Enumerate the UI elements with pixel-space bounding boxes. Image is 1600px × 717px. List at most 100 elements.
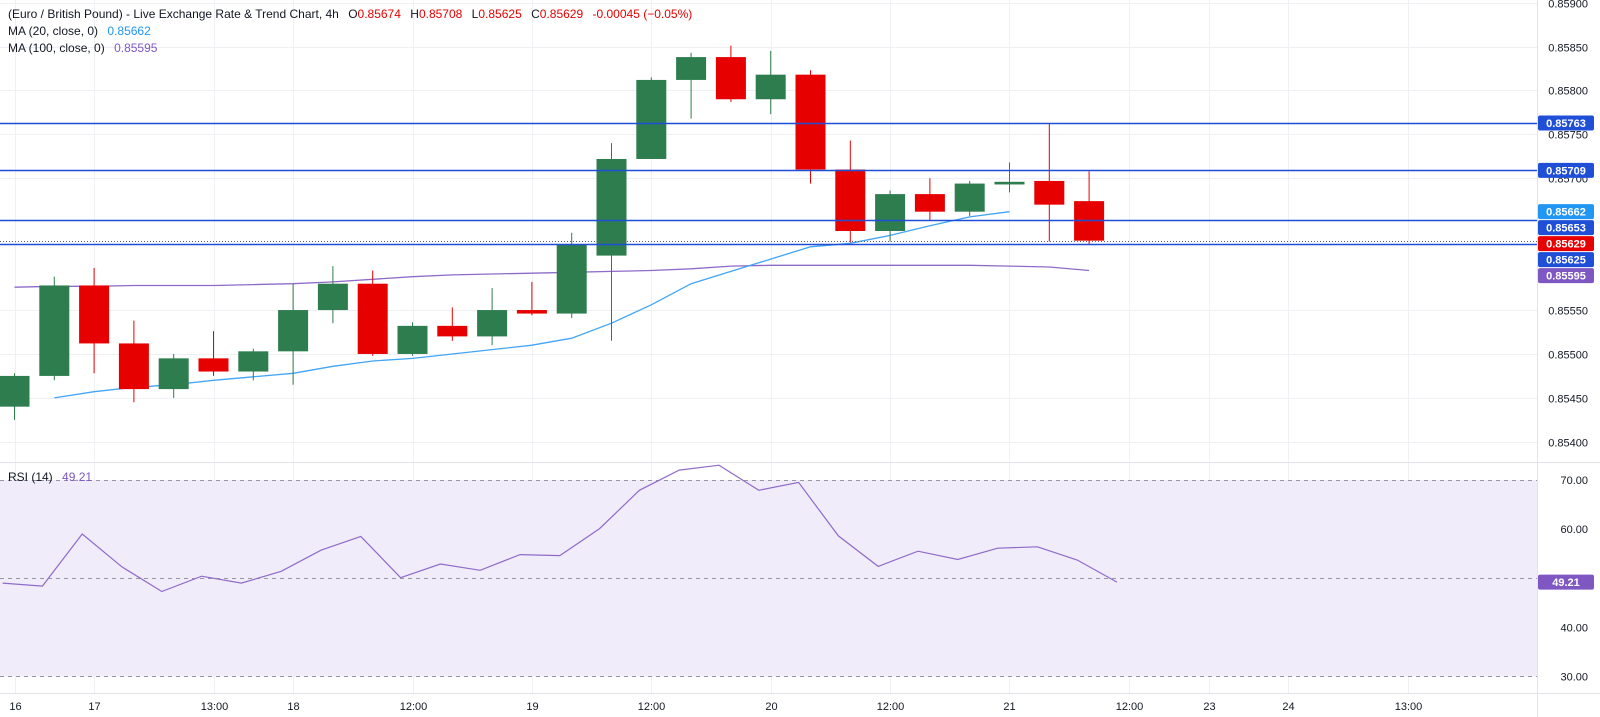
candle-down[interactable] bbox=[198, 331, 229, 376]
price-tick-label: 0.85500 bbox=[1548, 350, 1588, 362]
ma100-line[interactable] bbox=[14, 264, 1090, 288]
time-tick-label: 12:00 bbox=[1116, 701, 1144, 713]
legend-main: (Euro / British Pound) - Live Exchange R… bbox=[8, 7, 692, 21]
time-tick-label: 17 bbox=[88, 701, 100, 713]
price-tick-label: 0.85450 bbox=[1548, 394, 1588, 406]
price-tag-level: 0.85709 bbox=[1538, 162, 1594, 178]
time-tick-label: 18 bbox=[287, 701, 299, 713]
time-tick-label: 21 bbox=[1003, 701, 1015, 713]
price-tag-level: 0.85625 bbox=[1538, 252, 1594, 268]
low-label: L bbox=[472, 7, 479, 21]
candle-body bbox=[875, 194, 906, 231]
candle-up[interactable] bbox=[676, 52, 707, 119]
candle-up[interactable] bbox=[278, 283, 309, 385]
price-tag-box bbox=[1538, 252, 1594, 268]
time-tick-label: 19 bbox=[526, 701, 538, 713]
candle-body bbox=[198, 358, 229, 372]
price-tag-box bbox=[1538, 268, 1594, 284]
candle-up[interactable] bbox=[636, 77, 667, 159]
rsi-tag-label: 49.21 bbox=[1552, 577, 1580, 589]
price-tags: 0.85763 0.85709 0.85662 0.85653 0.85629 0.856… bbox=[1538, 115, 1594, 590]
candle-body bbox=[477, 310, 508, 337]
rsi-axis[interactable]: 70.00 60.00 40.00 30.00 bbox=[1560, 475, 1588, 683]
candle-down[interactable] bbox=[118, 320, 149, 403]
rsi-tick-label: 30.00 bbox=[1560, 671, 1588, 683]
candle-layer bbox=[0, 45, 1105, 420]
high-label: H bbox=[410, 7, 419, 21]
rsi-value: 49.21 bbox=[62, 470, 92, 484]
candle-body bbox=[39, 285, 70, 376]
price-tick-label: 0.85850 bbox=[1548, 43, 1588, 55]
candle-body bbox=[278, 310, 309, 352]
candle-body bbox=[994, 181, 1025, 185]
candle-down[interactable] bbox=[357, 270, 388, 356]
ma100-value: 0.85595 bbox=[114, 41, 158, 55]
candle-up[interactable] bbox=[875, 190, 906, 242]
candle-down[interactable] bbox=[437, 307, 468, 341]
rsi-line[interactable] bbox=[2, 464, 1118, 593]
candle-body bbox=[676, 57, 707, 80]
price-tag-level: 0.85653 bbox=[1538, 220, 1594, 236]
close-value: 0.85629 bbox=[540, 7, 584, 21]
price-tag-label: 0.85625 bbox=[1546, 255, 1586, 267]
candle-up[interactable] bbox=[755, 50, 786, 115]
low-value: 0.85625 bbox=[478, 7, 522, 21]
price-tag-box bbox=[1538, 115, 1594, 131]
price-tag-label: 0.85763 bbox=[1546, 118, 1586, 130]
candle-down[interactable] bbox=[795, 70, 826, 184]
ma20-label: MA (20, close, 0) bbox=[8, 24, 98, 38]
rsi-tick-label: 70.00 bbox=[1560, 475, 1588, 487]
candle-up[interactable] bbox=[556, 232, 587, 318]
candle-up[interactable] bbox=[596, 143, 627, 341]
candle-body bbox=[0, 375, 30, 407]
candle-up[interactable] bbox=[39, 276, 70, 381]
price-tag-ma100: 0.85595 bbox=[1538, 268, 1594, 284]
price-tag-box bbox=[1538, 204, 1594, 220]
open-value: 0.85674 bbox=[358, 7, 402, 21]
rsi-value-tag: 49.21 bbox=[1538, 574, 1594, 590]
candle-up[interactable] bbox=[477, 288, 508, 346]
candle-down[interactable] bbox=[715, 45, 746, 102]
candle-down[interactable] bbox=[1034, 122, 1065, 242]
rsi-tag-box bbox=[1538, 574, 1594, 590]
candle-body bbox=[1034, 180, 1065, 205]
time-tick-label: 16 bbox=[9, 701, 21, 713]
time-tick-label: 12:00 bbox=[877, 701, 905, 713]
candle-down[interactable] bbox=[516, 281, 547, 316]
price-tag-ma20: 0.85662 bbox=[1538, 204, 1594, 220]
candle-body bbox=[158, 358, 189, 390]
candle-body bbox=[79, 285, 110, 344]
price-tag-box bbox=[1538, 236, 1594, 252]
price-tag-label: 0.85662 bbox=[1546, 207, 1586, 219]
candle-down[interactable] bbox=[914, 178, 945, 221]
open-label: O bbox=[348, 7, 357, 21]
rsi-tick-label: 40.00 bbox=[1560, 622, 1588, 634]
high-value: 0.85708 bbox=[419, 7, 463, 21]
time-tick-label: 24 bbox=[1282, 701, 1294, 713]
candle-up[interactable] bbox=[954, 180, 985, 217]
candle-up[interactable] bbox=[317, 266, 348, 324]
ma-layer bbox=[14, 211, 1090, 399]
candle-up[interactable] bbox=[994, 162, 1025, 193]
time-axis[interactable]: 16 17 13:00 18 12:00 19 12:00 20 12:00 21 12:00 23 2… bbox=[9, 701, 1422, 713]
legend-rsi: RSI (14) 49.21 bbox=[8, 470, 92, 484]
price-tag-box bbox=[1538, 220, 1594, 236]
chart-title: (Euro / British Pound) - Live Exchange R… bbox=[8, 7, 339, 21]
candle-body bbox=[835, 169, 866, 231]
ma20-line[interactable] bbox=[54, 211, 1010, 399]
candle-up[interactable] bbox=[158, 353, 189, 398]
ma20-value: 0.85662 bbox=[107, 24, 151, 38]
candle-up[interactable] bbox=[0, 373, 30, 420]
candle-body bbox=[795, 74, 826, 170]
price-axis[interactable]: 0.859000.858500.858000.857500.857000.855… bbox=[1548, 0, 1588, 450]
level-layer bbox=[0, 122, 1537, 246]
candle-body bbox=[397, 325, 428, 354]
time-tick-label: 12:00 bbox=[638, 701, 666, 713]
candle-up[interactable] bbox=[238, 348, 269, 381]
time-tick-label: 20 bbox=[765, 701, 777, 713]
candle-up[interactable] bbox=[397, 322, 428, 356]
candle-body bbox=[516, 310, 547, 314]
candle-down[interactable] bbox=[79, 267, 110, 374]
